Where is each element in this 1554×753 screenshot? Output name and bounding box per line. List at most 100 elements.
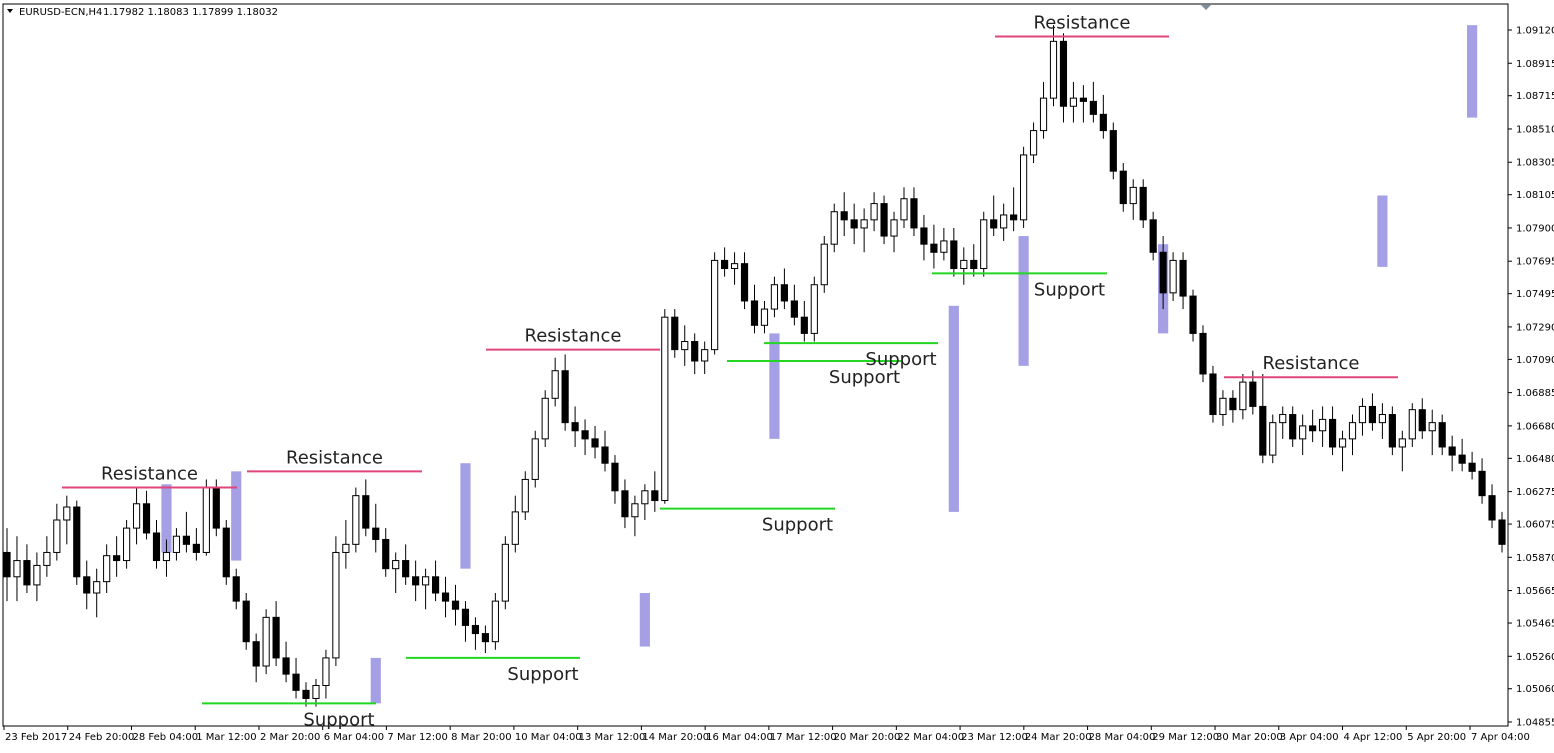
candle-body	[711, 259, 719, 351]
x-tick-label: 4 Apr 12:00	[1344, 732, 1403, 743]
highlight-zone	[231, 471, 242, 561]
candle	[770, 276, 779, 318]
candle	[960, 247, 968, 285]
candle	[481, 625, 489, 654]
candle-body	[1219, 397, 1227, 416]
candle	[910, 187, 918, 237]
candle	[352, 487, 360, 553]
candle	[1428, 409, 1436, 456]
candle-body	[1199, 332, 1207, 375]
x-tick-label: 6 Mar 04:00	[324, 732, 384, 743]
candle	[611, 455, 619, 504]
candle	[491, 593, 499, 650]
candle-body	[232, 576, 240, 602]
candle-body	[1039, 97, 1048, 132]
candle	[990, 195, 998, 237]
candle	[262, 609, 270, 675]
candle	[1388, 406, 1396, 456]
candle	[282, 641, 290, 683]
candle-body	[23, 560, 31, 586]
candle-body	[970, 259, 978, 270]
candle	[1189, 289, 1197, 342]
candle-body	[860, 219, 868, 229]
candle-body	[1408, 409, 1416, 440]
x-tick-label: 7 Apr 04:00	[1471, 732, 1530, 743]
resistance-label: Resistance	[1263, 353, 1360, 374]
candle	[1348, 414, 1357, 456]
candle	[780, 268, 788, 310]
candle	[551, 357, 559, 407]
candle-body	[740, 263, 749, 302]
candle-body	[1259, 405, 1267, 456]
candle	[830, 203, 838, 253]
candle-body	[481, 633, 489, 643]
candle-body	[312, 684, 320, 699]
candle-body	[880, 203, 888, 237]
candle	[1488, 484, 1496, 529]
candle	[441, 576, 450, 618]
candle	[1010, 187, 1018, 232]
candle	[172, 528, 181, 561]
candle-body	[1079, 97, 1087, 102]
dropdown-triangle-icon[interactable]	[7, 9, 13, 13]
candle	[641, 484, 649, 520]
candle-body	[1099, 113, 1107, 132]
candle-body	[1428, 422, 1436, 432]
support-label: Support	[1034, 279, 1105, 300]
resistance-label: Resistance	[1034, 12, 1131, 33]
candle-body	[870, 203, 878, 221]
candle	[1438, 414, 1446, 456]
candle-body	[1299, 425, 1307, 440]
candle-body	[850, 219, 858, 229]
candle	[232, 568, 240, 610]
resistance-label: Resistance	[286, 447, 383, 468]
candle	[1259, 373, 1267, 464]
y-tick-label: 1.05465	[1516, 619, 1554, 630]
x-tick-label: 14 Mar 20:00	[642, 732, 709, 743]
y-tick-label: 1.09120	[1516, 26, 1554, 37]
y-tick-label: 1.07695	[1516, 257, 1554, 268]
candle-body	[1398, 438, 1406, 448]
shift-marker-icon[interactable]	[1201, 5, 1211, 10]
candle-body	[471, 624, 480, 635]
candle-body	[282, 657, 290, 675]
candle	[1229, 390, 1237, 423]
candle	[621, 479, 629, 529]
candle-body	[152, 532, 161, 562]
candle	[13, 536, 21, 602]
candle-body	[1169, 259, 1177, 294]
candle	[671, 309, 679, 358]
candle-body	[591, 438, 599, 448]
candle-body	[730, 263, 739, 270]
candle-body	[1388, 414, 1396, 448]
candle-body	[990, 219, 998, 229]
candle	[1468, 451, 1476, 480]
candle-body	[1249, 381, 1257, 407]
candle	[93, 568, 101, 618]
candle-body	[531, 438, 539, 480]
candle-body	[980, 219, 988, 270]
candle	[1059, 33, 1068, 123]
candle-body	[1129, 186, 1137, 205]
candle-body	[930, 243, 938, 253]
candle	[591, 425, 599, 459]
candle	[1338, 430, 1347, 472]
y-tick-label: 1.07900	[1516, 223, 1554, 234]
candle-body	[501, 543, 509, 602]
candle	[312, 679, 320, 707]
candle-body	[1438, 422, 1446, 448]
candle	[681, 325, 689, 366]
candle	[890, 211, 898, 253]
candle	[1199, 325, 1207, 383]
x-tick-label: 10 Mar 04:00	[515, 732, 582, 743]
y-axis: 1.09120 1.08915 1.08715 1.08510 1.08305 1.081…	[1508, 26, 1554, 729]
candle	[850, 203, 858, 245]
candle-body	[212, 487, 220, 529]
candle-body	[33, 564, 41, 586]
y-tick-label: 1.06075	[1516, 520, 1554, 531]
candle	[431, 560, 440, 602]
candle	[43, 536, 51, 577]
candle-body	[1139, 186, 1147, 221]
highlight-zone	[948, 305, 959, 512]
